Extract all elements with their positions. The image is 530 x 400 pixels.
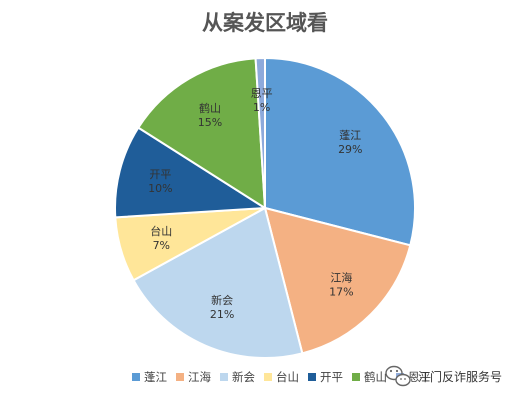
slice-value-label-5: 10% xyxy=(148,182,172,195)
legend-swatch-2 xyxy=(176,373,184,381)
slice-category-label-4: 台山 xyxy=(150,224,172,238)
legend-swatch-1 xyxy=(132,373,140,381)
legend-swatch-5 xyxy=(308,373,316,381)
pie-slices xyxy=(114,56,416,359)
slice-value-label-2: 17% xyxy=(329,285,353,298)
legend-label-3: 新会 xyxy=(232,370,255,384)
legend-label-4: 台山 xyxy=(276,370,299,384)
slice-value-label-6: 15% xyxy=(198,116,222,129)
chart-legend: 蓬江 江海 新会 台山 开平 鹤山 恩平 xyxy=(132,370,431,384)
pie-slice-6 xyxy=(136,57,267,210)
slice-category-label-6: 鹤山 xyxy=(199,101,221,115)
legend-label-5: 开平 xyxy=(320,370,343,384)
slice-category-label-2: 江海 xyxy=(330,270,352,284)
watermark-text: 江门反诈服务号 xyxy=(418,369,502,384)
slice-value-label-7: 1% xyxy=(253,101,270,114)
slice-category-label-7: 恩平 xyxy=(251,87,273,100)
legend-label-7: 恩平 xyxy=(408,370,431,384)
legend-label-2: 江海 xyxy=(188,370,211,384)
slice-value-label-4: 7% xyxy=(153,239,170,252)
slice-value-label-3: 21% xyxy=(210,308,234,321)
slice-category-label-3: 新会 xyxy=(211,293,233,307)
legend-label-6: 鹤山 xyxy=(364,370,387,384)
pie-slice-2 xyxy=(263,206,412,355)
pie-slice-1 xyxy=(264,56,416,247)
pie-slice-3 xyxy=(132,206,304,359)
wechat-logo-icon xyxy=(385,365,411,387)
watermark: 江门反诈服务号 xyxy=(385,365,502,387)
legend-label-1: 蓬江 xyxy=(144,370,167,384)
legend-swatch-3 xyxy=(220,373,228,381)
pie-slice-7 xyxy=(254,56,266,209)
chart-title: 从案发区域看 xyxy=(202,10,328,35)
pie-slice-5 xyxy=(114,126,269,219)
legend-swatch-6 xyxy=(352,373,360,381)
slice-category-label-5: 开平 xyxy=(149,168,171,181)
slice-value-label-1: 29% xyxy=(338,143,362,156)
slice-category-label-1: 蓬江 xyxy=(339,129,361,142)
legend-swatch-4 xyxy=(264,373,272,381)
